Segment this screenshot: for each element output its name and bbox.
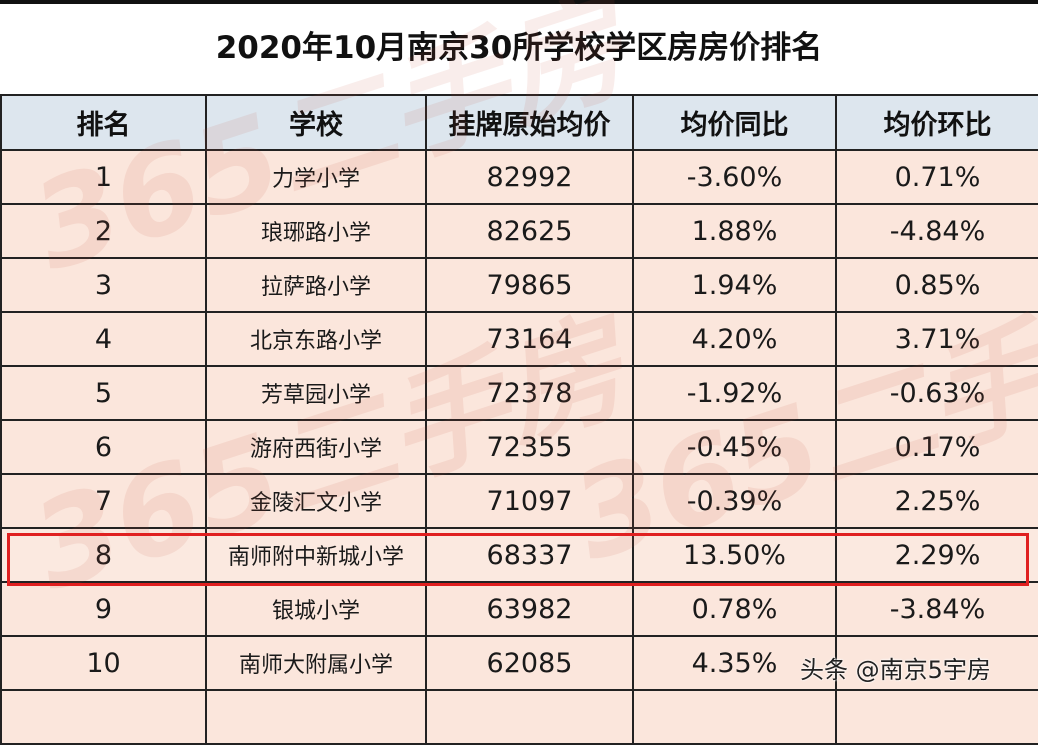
school-cell: 北京东路小学 <box>205 311 427 367</box>
yoy-cell: 0.78% <box>632 581 837 637</box>
ranking-table: 排名 学校 挂牌原始均价 均价同比 均价环比 1 力学小学 82992 -3.6… <box>0 94 1038 745</box>
yoy-cell: 13.50% <box>632 527 837 583</box>
school-cell: 力学小学 <box>205 149 427 205</box>
table-row: 6 游府西街小学 72355 -0.45% 0.17% <box>0 419 1038 475</box>
rank-cell: 7 <box>0 473 207 529</box>
yoy-cell: 4.35% <box>632 635 837 691</box>
rank-cell: 8 <box>0 527 207 583</box>
header-mom: 均价环比 <box>835 94 1038 151</box>
table-row-highlighted: 8 南师附中新城小学 68337 13.50% 2.29% <box>0 527 1038 583</box>
table-row: 4 北京东路小学 73164 4.20% 3.71% <box>0 311 1038 367</box>
mom-cell: 2.25% <box>835 473 1038 529</box>
mom-cell: -4.84% <box>835 203 1038 259</box>
page-title: 2020年10月南京30所学校学区房房价排名 <box>215 30 823 66</box>
header-price: 挂牌原始均价 <box>425 94 634 151</box>
table-header-row: 排名 学校 挂牌原始均价 均价同比 均价环比 <box>0 94 1038 151</box>
yoy-cell: -0.39% <box>632 473 837 529</box>
header-yoy: 均价同比 <box>632 94 837 151</box>
school-cell: 银城小学 <box>205 581 427 637</box>
yoy-cell: -3.60% <box>632 149 837 205</box>
yoy-cell: -0.45% <box>632 419 837 475</box>
price-cell: 72355 <box>425 419 634 475</box>
mom-cell: 2.29% <box>835 527 1038 583</box>
school-cell: 南师附中新城小学 <box>205 527 427 583</box>
rank-cell: 10 <box>0 635 207 691</box>
school-cell: 琅琊路小学 <box>205 203 427 259</box>
school-cell: 拉萨路小学 <box>205 257 427 313</box>
school-cell: 游府西街小学 <box>205 419 427 475</box>
mom-cell <box>835 635 1038 691</box>
table-row: 10 南师大附属小学 62085 4.35% <box>0 635 1038 691</box>
mom-cell: 3.71% <box>835 311 1038 367</box>
table-row-partial <box>0 689 1038 745</box>
table-row: 5 芳草园小学 72378 -1.92% -0.63% <box>0 365 1038 421</box>
top-border <box>0 0 1038 4</box>
yoy-cell: -1.92% <box>632 365 837 421</box>
table-row: 7 金陵汇文小学 71097 -0.39% 2.25% <box>0 473 1038 529</box>
table-row: 9 银城小学 63982 0.78% -3.84% <box>0 581 1038 637</box>
table-row: 2 琅琊路小学 82625 1.88% -4.84% <box>0 203 1038 259</box>
rank-cell: 9 <box>0 581 207 637</box>
price-cell: 68337 <box>425 527 634 583</box>
price-cell: 73164 <box>425 311 634 367</box>
rank-cell: 4 <box>0 311 207 367</box>
header-rank: 排名 <box>0 94 207 151</box>
table-row: 1 力学小学 82992 -3.60% 0.71% <box>0 149 1038 205</box>
school-cell: 芳草园小学 <box>205 365 427 421</box>
table-row: 3 拉萨路小学 79865 1.94% 0.85% <box>0 257 1038 313</box>
header-school: 学校 <box>205 94 427 151</box>
attribution-watermark: 头条 @南京5宇房 <box>800 656 991 684</box>
rank-cell: 3 <box>0 257 207 313</box>
rank-cell: 1 <box>0 149 207 205</box>
school-cell: 南师大附属小学 <box>205 635 427 691</box>
price-cell: 63982 <box>425 581 634 637</box>
price-cell: 62085 <box>425 635 634 691</box>
price-cell: 71097 <box>425 473 634 529</box>
mom-cell: -0.63% <box>835 365 1038 421</box>
mom-cell: 0.17% <box>835 419 1038 475</box>
price-cell: 82992 <box>425 149 634 205</box>
rank-cell: 2 <box>0 203 207 259</box>
mom-cell: -3.84% <box>835 581 1038 637</box>
price-cell: 72378 <box>425 365 634 421</box>
school-cell: 金陵汇文小学 <box>205 473 427 529</box>
yoy-cell: 1.94% <box>632 257 837 313</box>
price-cell: 82625 <box>425 203 634 259</box>
yoy-cell: 1.88% <box>632 203 837 259</box>
yoy-cell: 4.20% <box>632 311 837 367</box>
mom-cell: 0.71% <box>835 149 1038 205</box>
rank-cell: 6 <box>0 419 207 475</box>
mom-cell: 0.85% <box>835 257 1038 313</box>
price-cell: 79865 <box>425 257 634 313</box>
rank-cell: 5 <box>0 365 207 421</box>
